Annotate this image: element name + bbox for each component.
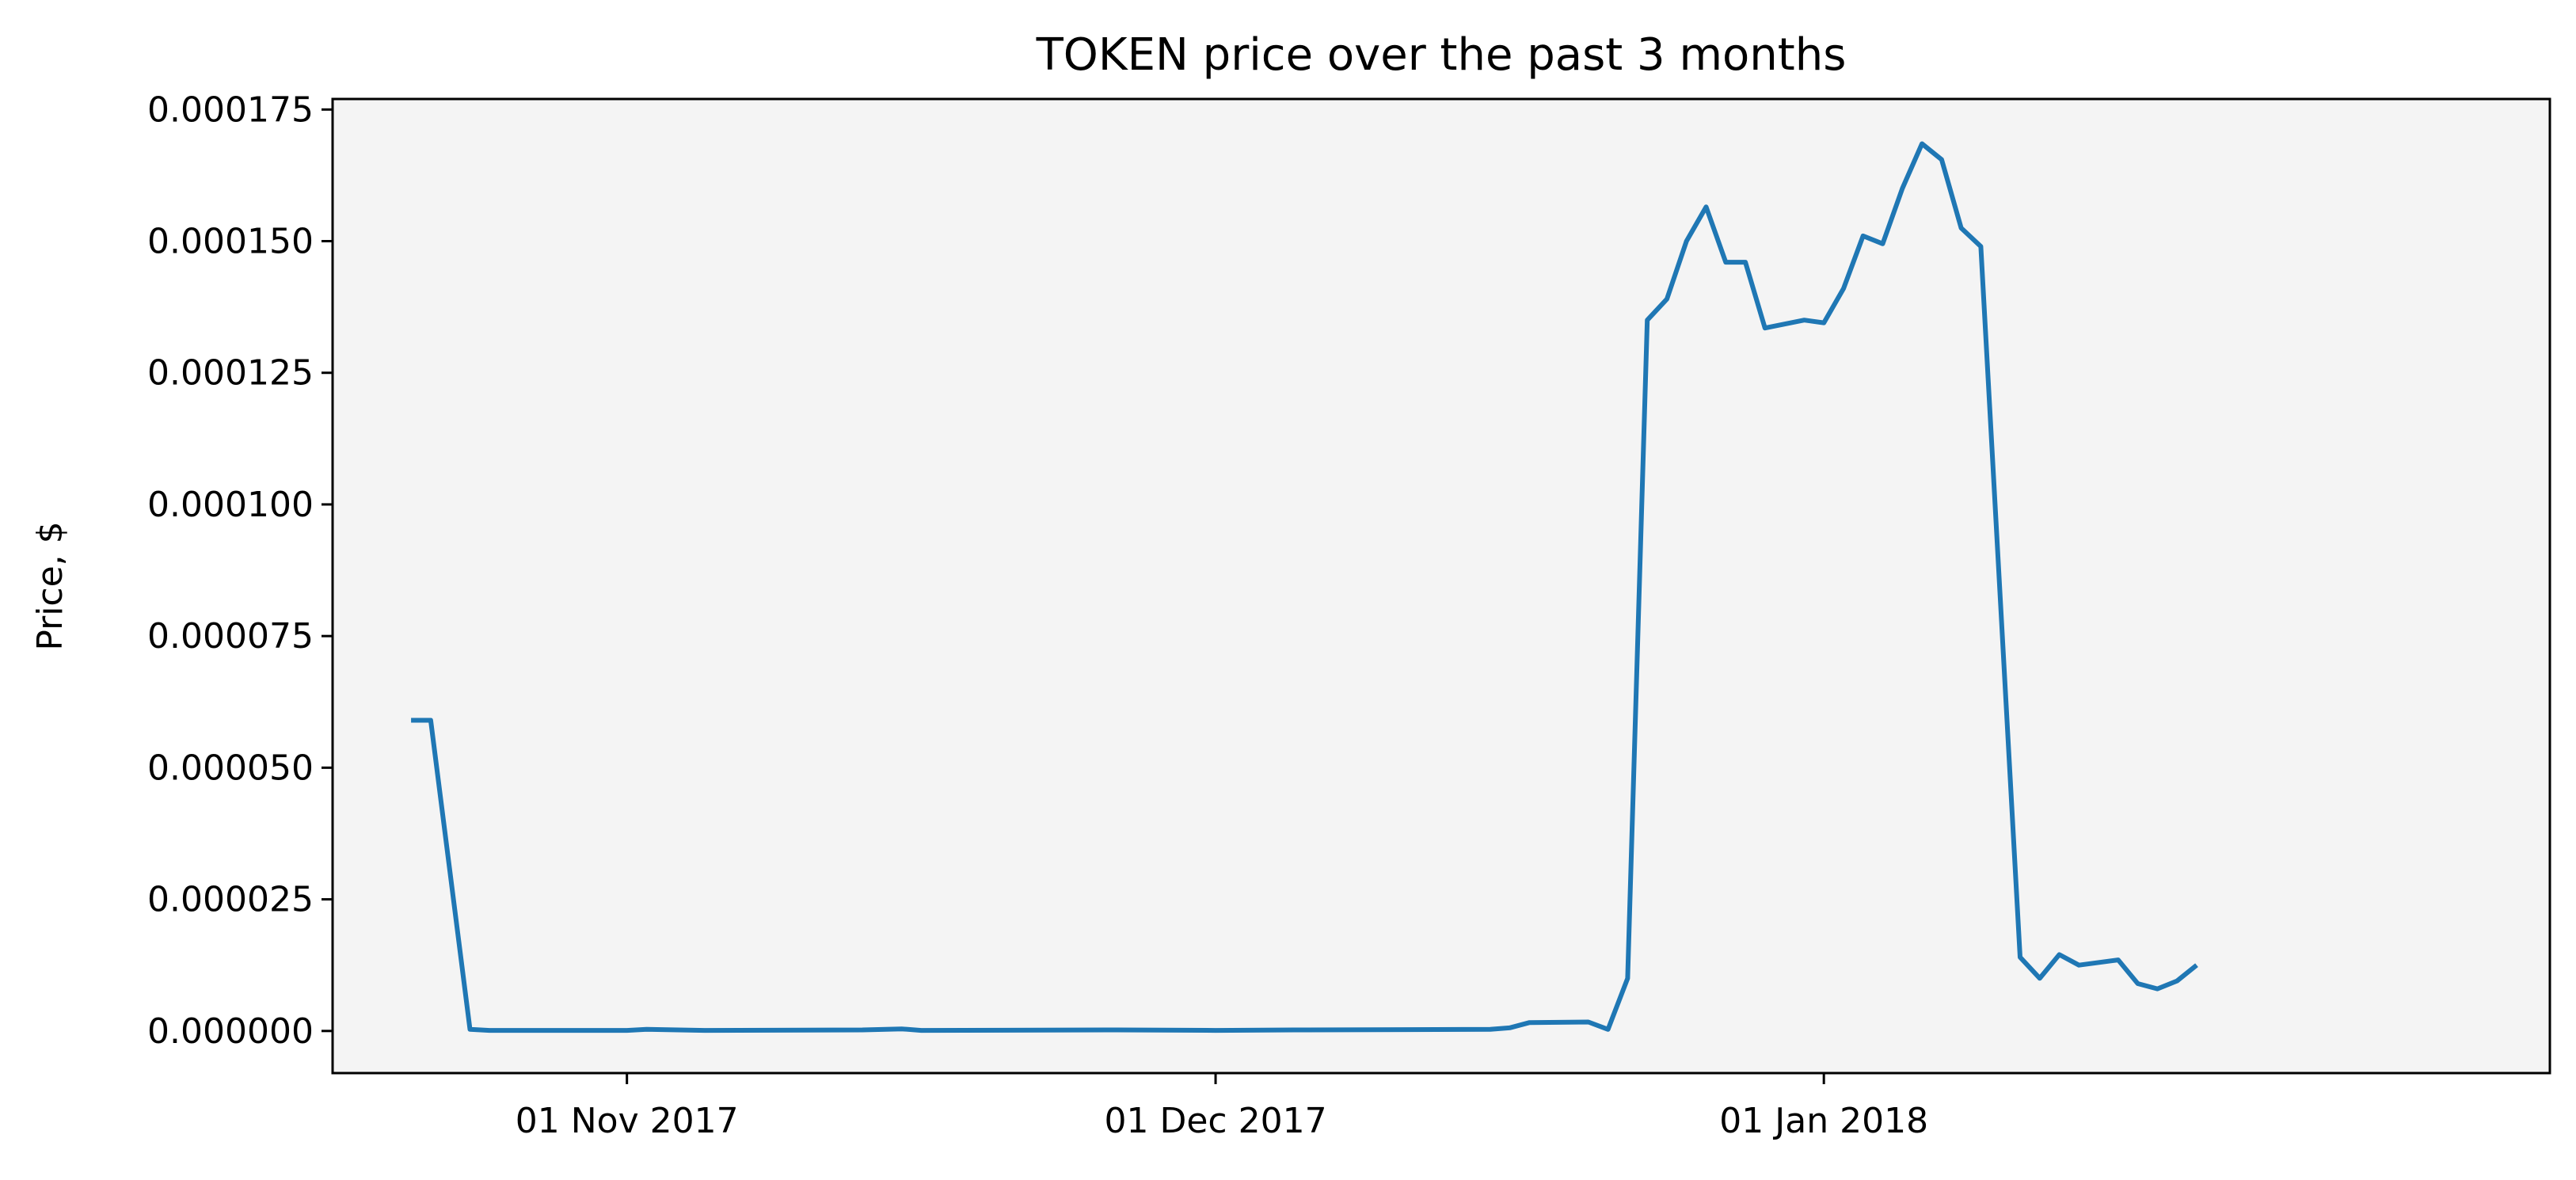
y-tick-label: 0.000050 bbox=[147, 748, 314, 788]
y-tick-label: 0.000025 bbox=[147, 880, 314, 920]
x-tick-label: 01 Nov 2017 bbox=[516, 1101, 739, 1141]
y-tick-label: 0.000175 bbox=[147, 89, 314, 130]
x-axis: 01 Nov 2017 01 Dec 2017 01 Jan 2018 bbox=[516, 1073, 1928, 1141]
y-tick-label: 0.000125 bbox=[147, 353, 314, 394]
x-tick-label: 01 Jan 2018 bbox=[1719, 1101, 1928, 1141]
y-tick-label: 0.000000 bbox=[147, 1011, 314, 1052]
plot-area bbox=[333, 99, 2550, 1073]
plot-frame bbox=[331, 97, 2551, 1075]
x-tick-label: 01 Dec 2017 bbox=[1104, 1101, 1326, 1141]
y-tick-label: 0.000100 bbox=[147, 485, 314, 525]
chart-title: TOKEN price over the past 3 months bbox=[1036, 29, 1847, 81]
price-line bbox=[411, 141, 2198, 1033]
y-tick-label: 0.000150 bbox=[147, 222, 314, 262]
y-axis: 0.000000 0.000025 0.000050 0.000075 0.000100… bbox=[147, 89, 333, 1052]
y-axis-label: Price, $ bbox=[30, 521, 70, 650]
y-tick-label: 0.000075 bbox=[147, 616, 314, 657]
